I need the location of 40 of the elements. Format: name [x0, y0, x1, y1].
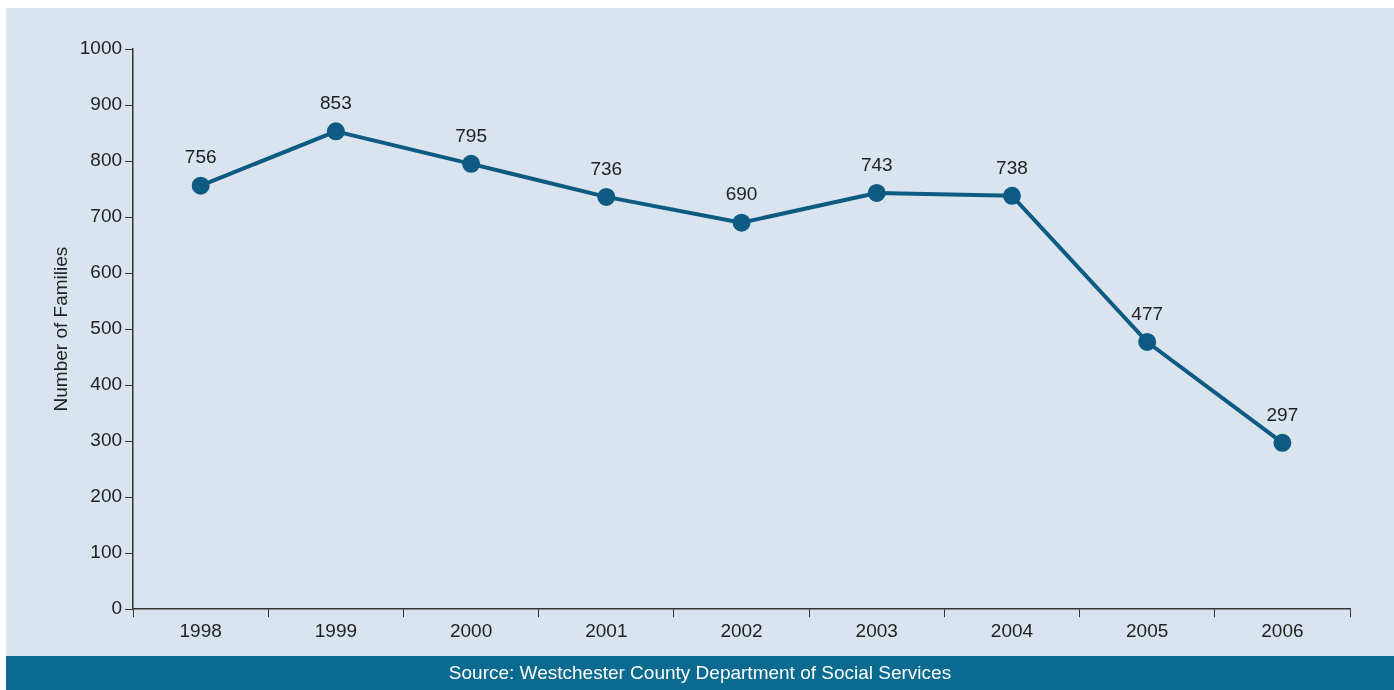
y-axis-title: Number of Families — [49, 246, 71, 412]
x-tick-label: 2001 — [585, 619, 628, 641]
y-tick-label: 300 — [90, 429, 123, 451]
data-label: 477 — [1131, 302, 1164, 324]
point — [326, 122, 345, 141]
point — [1273, 433, 1292, 452]
point — [1002, 186, 1021, 205]
y-tick-label: 500 — [90, 317, 123, 339]
data-label: 297 — [1266, 403, 1299, 425]
y-tick-label: 100 — [90, 541, 123, 563]
y-tick-label: 200 — [90, 485, 123, 507]
x-tick-label: 2006 — [1261, 619, 1304, 641]
source-note: Source: Westchester County Department of Social Services — [448, 662, 952, 684]
point — [867, 183, 886, 202]
point — [462, 154, 481, 173]
y-tick-label: 800 — [90, 149, 123, 171]
y-tick-label: 400 — [90, 373, 123, 395]
data-label: 795 — [455, 124, 487, 146]
y-tick-label: 600 — [90, 261, 123, 283]
x-tick-label: 2005 — [1126, 619, 1169, 641]
y-tick-label: 1000 — [79, 37, 123, 59]
y-tick-label: 900 — [90, 93, 123, 115]
data-label: 743 — [860, 153, 893, 175]
x-tick-label: 2000 — [449, 619, 493, 641]
point — [597, 187, 616, 206]
point — [1138, 332, 1157, 351]
data-label: 756 — [184, 146, 217, 168]
y-tick-label: 700 — [90, 205, 123, 227]
data-label: 738 — [996, 156, 1028, 178]
x-tick-label: 2002 — [720, 619, 763, 641]
x-tick-label: 1999 — [314, 619, 358, 641]
point — [191, 176, 210, 195]
data-label: 690 — [725, 183, 758, 205]
data-label: 736 — [590, 157, 623, 179]
point — [732, 213, 751, 232]
y-tick-label: 0 — [111, 597, 123, 619]
x-tick-label: 2003 — [855, 619, 898, 641]
x-tick-label: 2004 — [990, 619, 1034, 641]
data-label: 853 — [320, 92, 352, 114]
x-tick-label: 1998 — [179, 619, 222, 641]
